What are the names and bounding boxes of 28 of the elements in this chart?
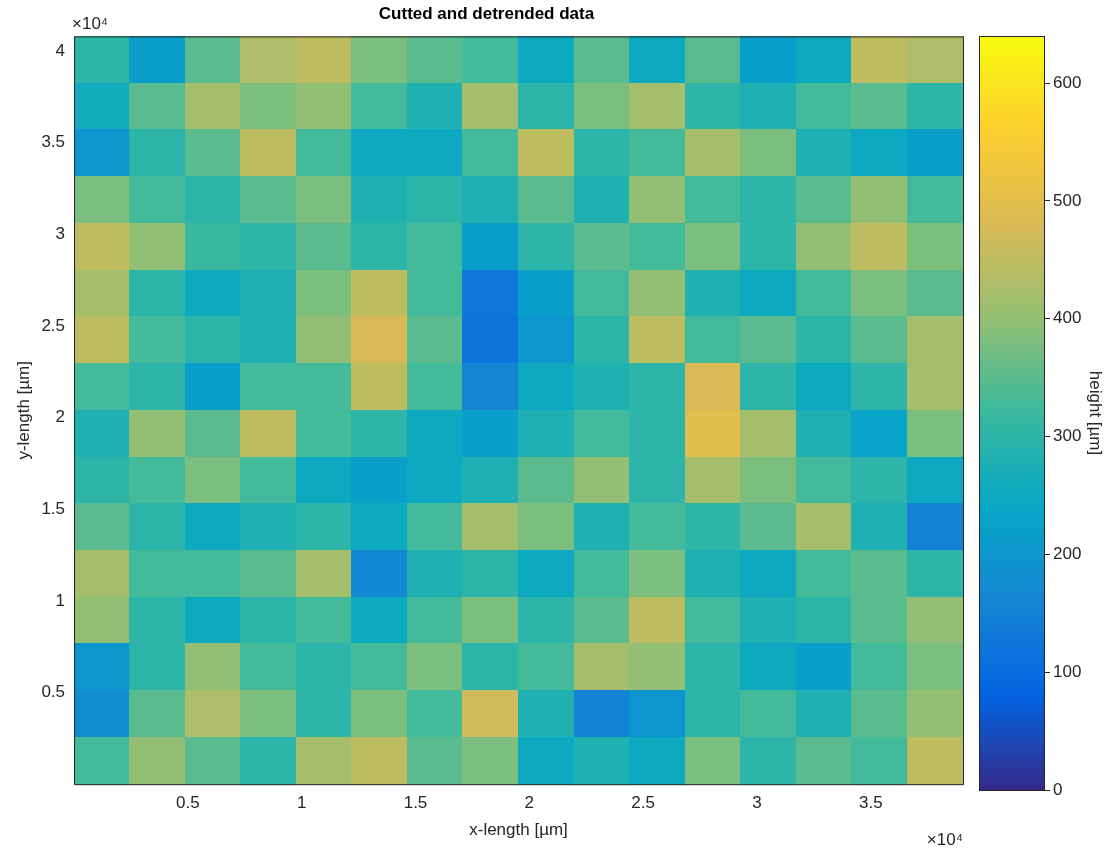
chart-title: Cutted and detrended data — [378, 3, 595, 23]
text: ×10⁴ — [926, 830, 963, 850]
color-bar-label: 600 — [1053, 72, 1082, 92]
y-tick-label: 3.5 — [41, 132, 66, 152]
color-bar-title: height [µm] — [1086, 370, 1106, 456]
y-tick-label: 4 — [55, 40, 66, 60]
color-bar-label: 300 — [1053, 426, 1082, 446]
y-tick-label: 3 — [55, 224, 66, 244]
x-axis-title: x-length [µm] — [469, 820, 568, 840]
color-bar-label: 200 — [1053, 544, 1082, 564]
y-tick-label: 2.5 — [41, 315, 66, 335]
x-tick-label: 2.5 — [631, 793, 655, 813]
x-tick-label: 0.5 — [176, 793, 200, 813]
x-tick-label: 3 — [752, 793, 762, 813]
color-bar-label: 0 — [1053, 779, 1063, 799]
color-bar-label: 100 — [1053, 661, 1082, 681]
y-axis-title: y-length [µm] — [13, 361, 33, 460]
text: ×10⁴ — [72, 13, 109, 33]
x-tick-label: 2 — [524, 793, 535, 813]
color-bar-label: 400 — [1053, 308, 1082, 328]
x-tick-label: 3.5 — [858, 793, 883, 813]
y-tick-label: 2 — [55, 407, 66, 427]
y-tick-label: 0.5 — [41, 682, 66, 702]
x-tick-label: 1.5 — [403, 793, 428, 813]
color-bar-label: 500 — [1053, 190, 1082, 210]
x-tick-label: 1 — [296, 793, 307, 813]
y-tick-label: 1.5 — [41, 498, 66, 518]
y-tick-label: 1 — [55, 590, 66, 610]
